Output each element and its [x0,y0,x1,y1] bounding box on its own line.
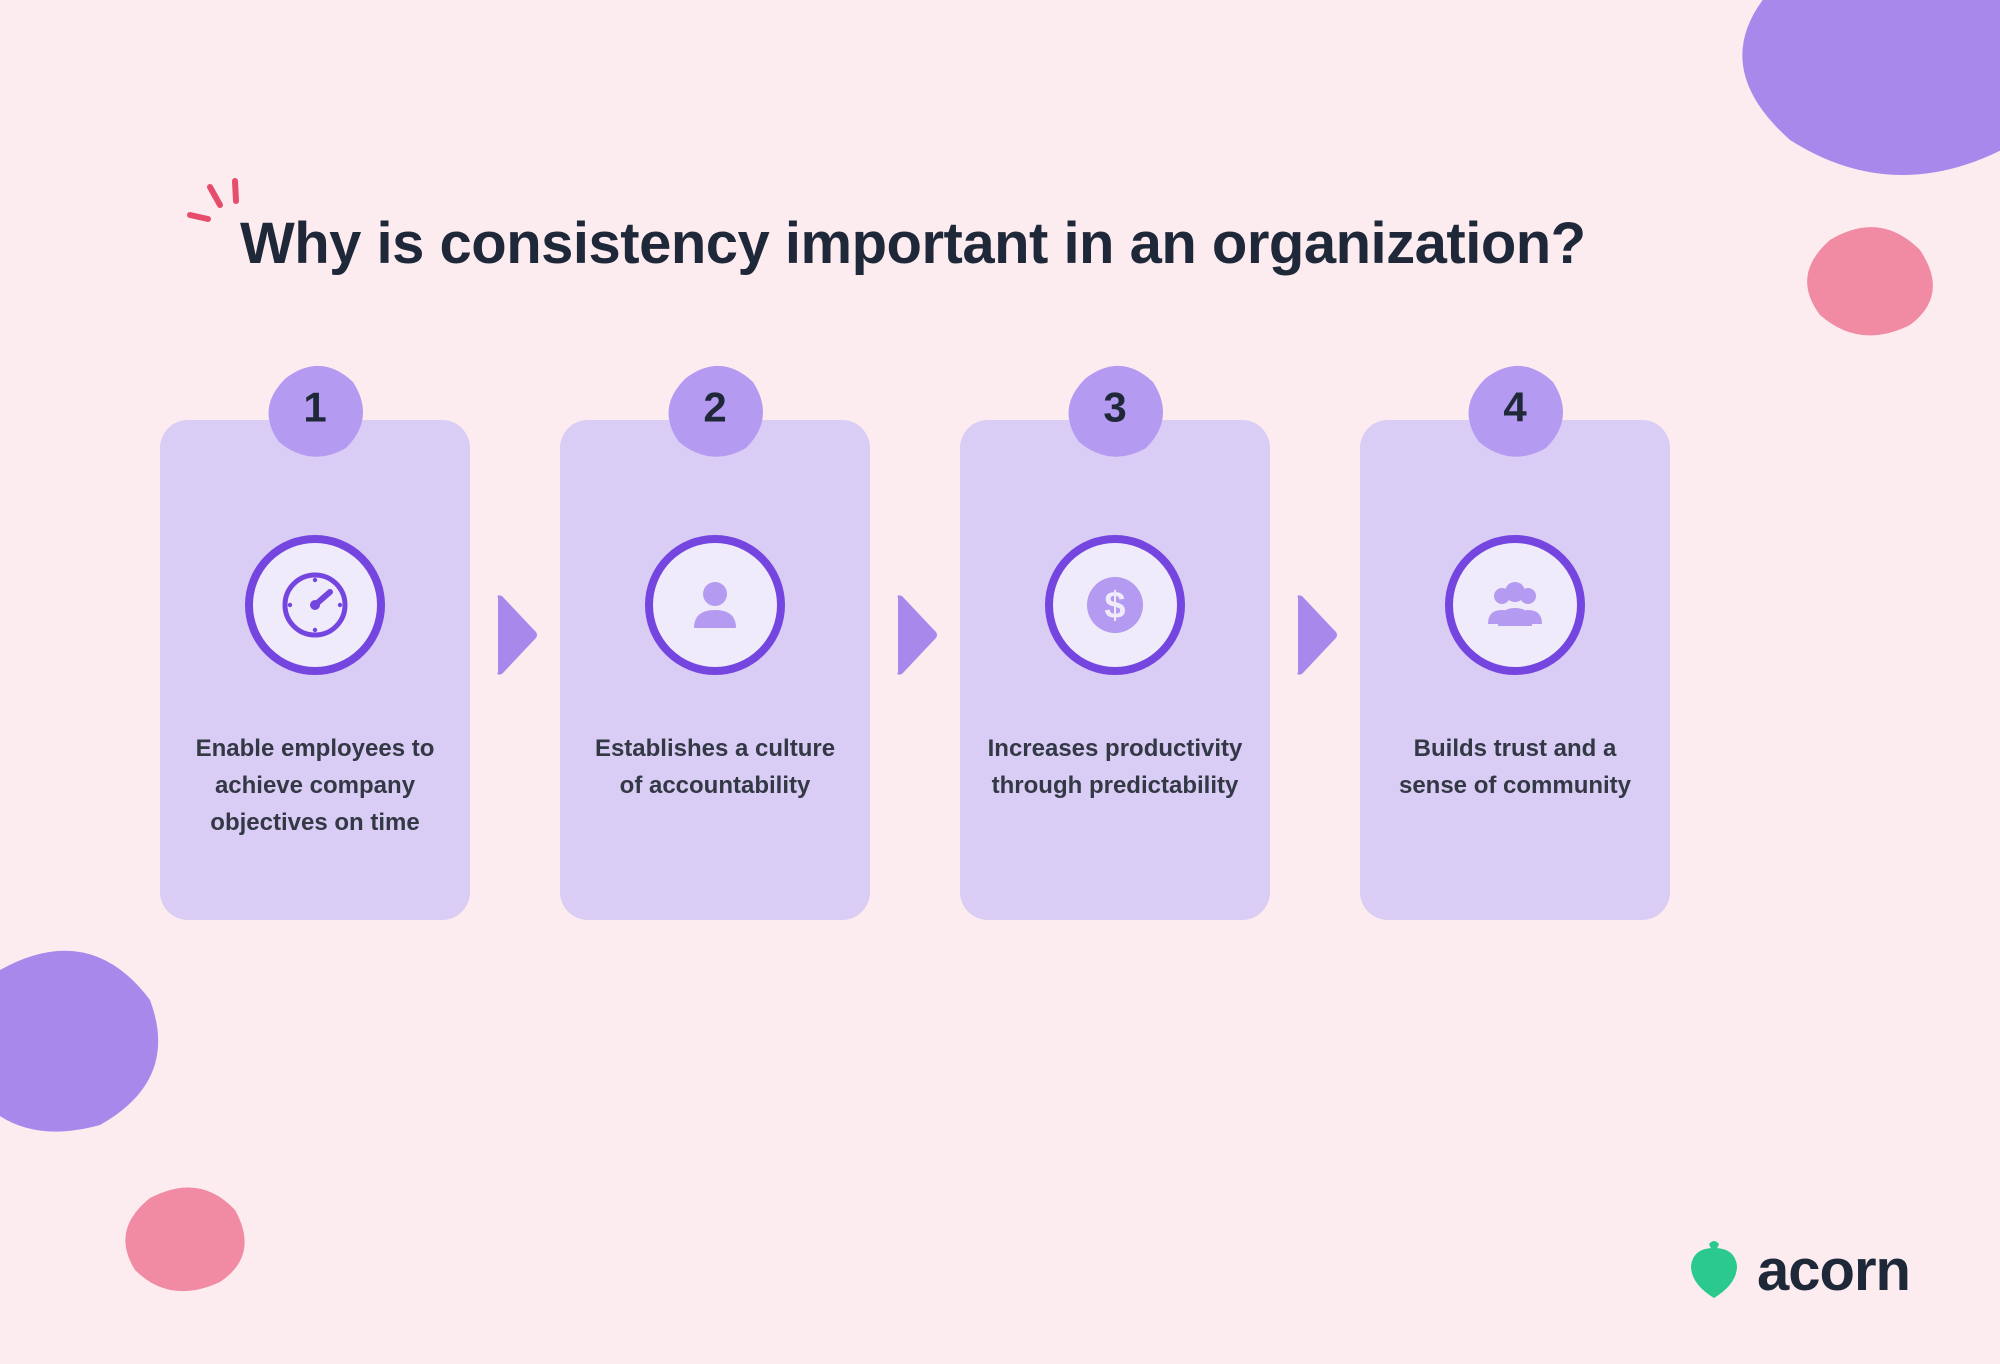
card-text-line: Builds trust and a [1399,730,1631,767]
sparkle-icon [180,175,250,235]
person-icon [680,570,750,640]
brand-logo: acorn [1685,1237,1910,1304]
acorn-icon [1685,1240,1743,1302]
blob-bottom-left-pink [120,1180,250,1295]
card-badge: 3 [1061,360,1169,460]
svg-text:$: $ [1104,585,1125,627]
icon-circle [245,535,385,675]
page-title: Why is consistency important in an organ… [240,210,1586,277]
card-badge: 2 [661,360,769,460]
card-4: 4 Builds trust and a sense of community [1360,420,1670,920]
card-number: 2 [703,384,726,432]
people-icon [1480,570,1550,640]
cards-row: 1 Enable employees to achieve company ob… [160,420,1670,920]
clock-icon [280,570,350,640]
card-text-line: objectives on time [196,804,435,841]
card-text: Builds trust and a sense of community [1375,730,1655,804]
card-2: 2 Establishes a culture of accountabilit… [560,420,870,920]
card-badge: 1 [261,360,369,460]
arrow-icon [470,590,560,680]
infographic-canvas: Why is consistency important in an organ… [0,0,2000,1364]
card-number: 3 [1103,384,1126,432]
card-text-line: Enable employees to [196,730,435,767]
card-text-line: Establishes a culture [595,730,835,767]
blob-bottom-left-purple [0,940,170,1140]
card-text: Increases productivity through predictab… [964,730,1267,804]
card-text-line: achieve company [196,767,435,804]
icon-circle [1445,535,1585,675]
card-text-line: sense of community [1399,767,1631,804]
card-text-line: Increases productivity [988,730,1243,767]
card-3: 3 $ Increases productivity through predi… [960,420,1270,920]
card-number: 4 [1503,384,1526,432]
title-wrap: Why is consistency important in an organ… [240,210,1586,277]
card-text: Establishes a culture of accountability [571,730,859,804]
dollar-icon: $ [1080,570,1150,640]
card-text-line: of accountability [595,767,835,804]
icon-circle [645,535,785,675]
card-number: 1 [303,384,326,432]
card-text-line: through predictability [988,767,1243,804]
card-badge: 4 [1461,360,1569,460]
brand-name: acorn [1757,1237,1910,1304]
arrow-icon [1270,590,1360,680]
card-1: 1 Enable employees to achieve company ob… [160,420,470,920]
blob-top-right [1720,0,2000,200]
card-text: Enable employees to achieve company obje… [172,730,459,842]
blob-right-pink [1800,220,1940,340]
icon-circle: $ [1045,535,1185,675]
arrow-icon [870,590,960,680]
